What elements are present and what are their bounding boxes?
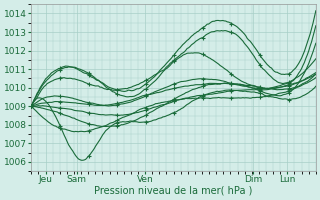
X-axis label: Pression niveau de la mer( hPa ): Pression niveau de la mer( hPa ) <box>94 186 253 196</box>
